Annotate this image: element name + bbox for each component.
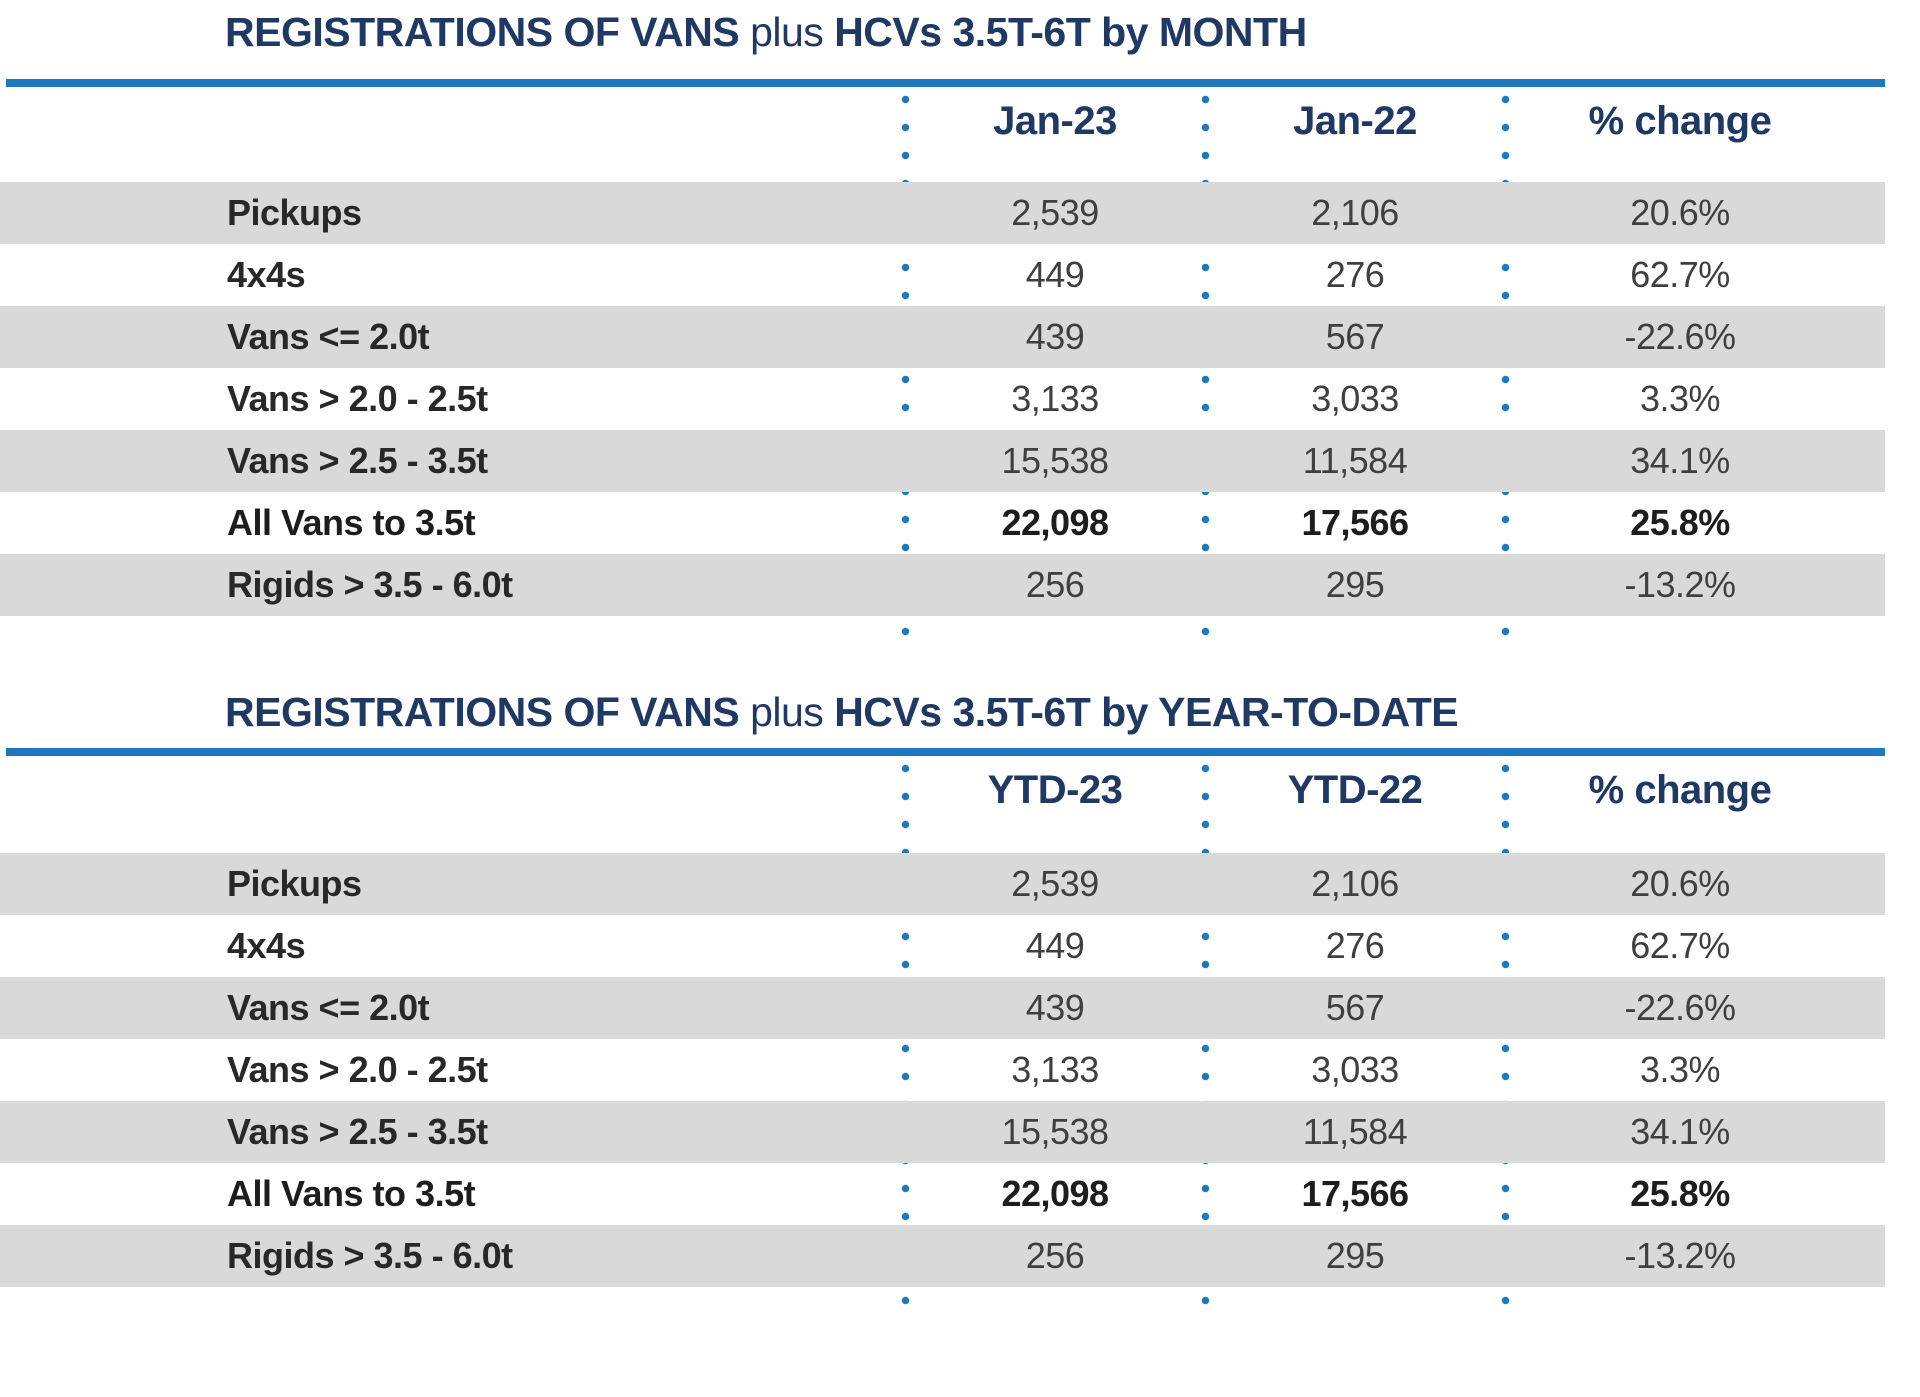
value-current: 449 <box>1025 254 1085 295</box>
value-previous: 3,033 <box>1311 1049 1399 1090</box>
column-separator-dots <box>901 95 910 645</box>
row-label: Pickups <box>227 863 362 904</box>
value-previous: 295 <box>1325 564 1385 605</box>
value-current: 3,133 <box>1011 378 1099 419</box>
row-label: All Vans to 3.5t <box>227 1173 476 1214</box>
value-previous: 276 <box>1325 925 1385 966</box>
value-current: 22,098 <box>1001 1173 1109 1214</box>
value-change: -13.2% <box>1624 564 1736 605</box>
column-header-previous: Jan-22 <box>1293 98 1417 143</box>
table-row-total: All Vans to 3.5t 22,098 17,566 25.8% <box>0 1163 1885 1225</box>
table-row: Vans > 2.5 - 3.5t 15,538 11,584 34.1% <box>0 430 1885 492</box>
column-header-current: YTD-23 <box>987 767 1123 812</box>
value-previous: 295 <box>1325 1235 1385 1276</box>
value-previous: 2,106 <box>1311 863 1399 904</box>
value-current: 256 <box>1025 564 1085 605</box>
column-separator-dots <box>1501 764 1510 1314</box>
row-label: Vans > 2.5 - 3.5t <box>227 1111 488 1152</box>
value-current: 439 <box>1025 987 1085 1028</box>
table-month-body: Pickups 2,539 2,106 20.6% 4x4s 449 276 6… <box>0 182 1885 616</box>
column-separator-dots <box>1201 95 1210 645</box>
value-current: 256 <box>1025 1235 1085 1276</box>
table-row: Vans > 2.5 - 3.5t 15,538 11,584 34.1% <box>0 1101 1885 1163</box>
value-current: 22,098 <box>1001 502 1109 543</box>
title-bold-part: HCVs 3.5T-6T by YEAR-TO-DATE <box>834 689 1459 735</box>
row-label: All Vans to 3.5t <box>227 502 476 543</box>
value-change: -22.6% <box>1624 987 1736 1028</box>
column-separator-dots <box>1501 95 1510 645</box>
value-change: 34.1% <box>1630 440 1730 481</box>
value-previous: 17,566 <box>1301 502 1409 543</box>
column-header-previous: YTD-22 <box>1287 767 1423 812</box>
table-row: Pickups 2,539 2,106 20.6% <box>0 182 1885 244</box>
title-bold-part: HCVs 3.5T-6T by MONTH <box>834 9 1307 55</box>
value-change: 62.7% <box>1630 254 1730 295</box>
value-current: 2,539 <box>1011 192 1099 233</box>
title-bold-part: REGISTRATIONS OF VANS <box>225 9 740 55</box>
title-bold-part: REGISTRATIONS OF VANS <box>225 689 740 735</box>
value-change: 3.3% <box>1639 378 1721 419</box>
value-change: 3.3% <box>1639 1049 1721 1090</box>
column-header-change: % change <box>1588 98 1772 143</box>
value-change: 25.8% <box>1630 502 1730 543</box>
table-month-title: REGISTRATIONS OF VANS plus HCVs 3.5T-6T … <box>225 8 1307 56</box>
value-change: -22.6% <box>1624 316 1736 357</box>
column-header-change: % change <box>1588 767 1772 812</box>
table-row: Vans <= 2.0t 439 567 -22.6% <box>0 306 1885 368</box>
value-current: 3,133 <box>1011 1049 1099 1090</box>
value-current: 449 <box>1025 925 1085 966</box>
value-current: 15,538 <box>1001 440 1109 481</box>
value-previous: 11,584 <box>1302 1111 1408 1152</box>
value-previous: 567 <box>1325 987 1385 1028</box>
table-row-total: All Vans to 3.5t 22,098 17,566 25.8% <box>0 492 1885 554</box>
title-underline-rule <box>6 748 1885 756</box>
value-current: 2,539 <box>1011 863 1099 904</box>
column-separator-dots <box>1201 764 1210 1314</box>
value-change: 62.7% <box>1630 925 1730 966</box>
value-change: 20.6% <box>1630 192 1730 233</box>
table-ytd-body: Pickups 2,539 2,106 20.6% 4x4s 449 276 6… <box>0 853 1885 1287</box>
row-label: 4x4s <box>227 925 306 966</box>
title-regular-part: plus <box>750 9 824 55</box>
title-regular-part: plus <box>750 689 824 735</box>
table-row: Rigids > 3.5 - 6.0t 256 295 -13.2% <box>0 1225 1885 1287</box>
row-label: Vans <= 2.0t <box>227 316 430 357</box>
value-previous: 2,106 <box>1311 192 1399 233</box>
value-previous: 11,584 <box>1302 440 1408 481</box>
column-separator-dots <box>901 764 910 1314</box>
title-underline-rule <box>6 79 1885 87</box>
value-change: 20.6% <box>1630 863 1730 904</box>
row-label: 4x4s <box>227 254 306 295</box>
value-previous: 3,033 <box>1311 378 1399 419</box>
table-row: 4x4s 449 276 62.7% <box>0 244 1885 306</box>
value-change: 34.1% <box>1630 1111 1730 1152</box>
table-ytd-title: REGISTRATIONS OF VANS plus HCVs 3.5T-6T … <box>225 688 1459 736</box>
value-previous: 17,566 <box>1301 1173 1409 1214</box>
row-label: Vans > 2.5 - 3.5t <box>227 440 488 481</box>
table-row: Rigids > 3.5 - 6.0t 256 295 -13.2% <box>0 554 1885 616</box>
value-current: 439 <box>1025 316 1085 357</box>
column-header-current: Jan-23 <box>993 98 1117 143</box>
value-current: 15,538 <box>1001 1111 1109 1152</box>
row-label: Pickups <box>227 192 362 233</box>
row-label: Rigids > 3.5 - 6.0t <box>227 564 513 605</box>
table-row: Vans <= 2.0t 439 567 -22.6% <box>0 977 1885 1039</box>
row-label: Vans > 2.0 - 2.5t <box>227 1049 488 1090</box>
row-label: Vans > 2.0 - 2.5t <box>227 378 488 419</box>
table-row: 4x4s 449 276 62.7% <box>0 915 1885 977</box>
value-change: -13.2% <box>1624 1235 1736 1276</box>
table-row: Pickups 2,539 2,106 20.6% <box>0 853 1885 915</box>
table-row: Vans > 2.0 - 2.5t 3,133 3,033 3.3% <box>0 1039 1885 1101</box>
value-previous: 276 <box>1325 254 1385 295</box>
value-change: 25.8% <box>1630 1173 1730 1214</box>
value-previous: 567 <box>1325 316 1385 357</box>
row-label: Rigids > 3.5 - 6.0t <box>227 1235 513 1276</box>
row-label: Vans <= 2.0t <box>227 987 430 1028</box>
table-row: Vans > 2.0 - 2.5t 3,133 3,033 3.3% <box>0 368 1885 430</box>
